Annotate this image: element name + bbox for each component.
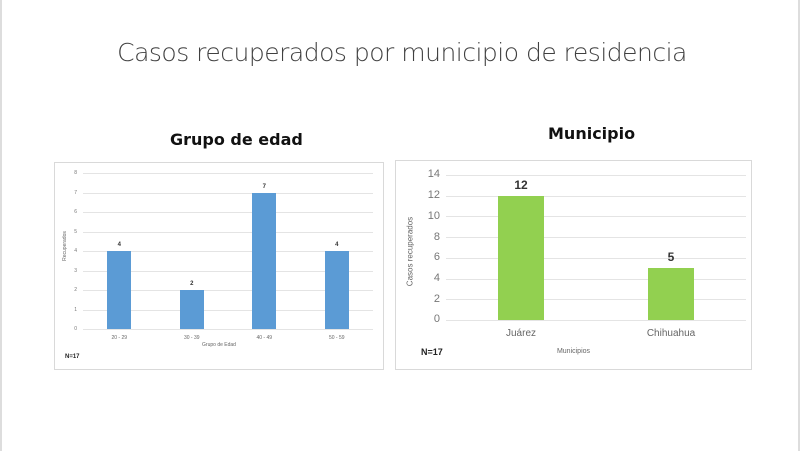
gridline	[83, 231, 373, 233]
gridline	[446, 175, 746, 176]
gridline	[83, 329, 373, 330]
data-label: 4	[335, 242, 339, 248]
y-tick-label: 8	[433, 230, 440, 243]
data-label: 7	[262, 183, 266, 190]
slide-title: Casos recuperados por municipio de resid…	[117, 38, 687, 67]
y-tick-label: 6	[433, 251, 440, 264]
y-tick-label: 2	[433, 292, 440, 305]
age-chart: Recuperados Grupo de Edad N=17 0 1 2 3 4 5 6 7 8…	[54, 162, 384, 370]
x-tick-label: 50 - 59	[328, 335, 345, 341]
gridline	[446, 299, 746, 301]
bar	[498, 195, 544, 320]
y-tick-label: 4	[74, 248, 77, 254]
gridline	[83, 192, 373, 194]
gridline	[83, 251, 373, 252]
gridline	[446, 278, 746, 280]
y-tick-label: 10	[427, 209, 440, 222]
bar	[252, 192, 277, 329]
gridline	[83, 309, 373, 311]
y-tick-label: 6	[74, 209, 77, 215]
y-axis-label: Recuperados	[62, 231, 68, 261]
bar	[179, 290, 204, 329]
y-tick-label: 1	[74, 306, 77, 313]
bar	[324, 251, 349, 329]
y-tick-label: 0	[74, 326, 77, 332]
x-tick-label: 40 - 49	[256, 335, 273, 341]
gridline	[446, 195, 746, 197]
y-tick-label: 4	[433, 271, 440, 284]
bar	[107, 251, 132, 329]
data-label: 4	[117, 242, 121, 248]
y-tick-label: 0	[433, 313, 440, 326]
gridline	[446, 257, 746, 259]
gridline	[83, 173, 373, 174]
x-axis-label: Grupo de Edad	[202, 342, 236, 348]
y-tick-label: 12	[427, 189, 440, 202]
age-chart-title: Grupo de edad	[170, 130, 303, 149]
x-axis-label: Municipios	[556, 348, 591, 355]
gridline	[83, 290, 373, 291]
gridline	[83, 212, 373, 213]
gridline	[446, 216, 746, 218]
y-axis-label: Casos recuperados	[405, 216, 415, 287]
gridline	[446, 237, 746, 239]
sample-size-note: N=17	[421, 347, 443, 357]
data-label: 5	[667, 250, 675, 265]
municipality-chart: Casos recuperados Municipios N=17 0 2 4 6 8 1…	[395, 160, 752, 370]
x-tick-label: Chihuahua	[646, 328, 696, 339]
gridline	[83, 270, 373, 272]
municipality-chart-title: Municipio	[548, 124, 636, 143]
data-label: 12	[514, 177, 528, 192]
x-tick-label: 20 - 29	[111, 335, 128, 341]
y-tick-label: 3	[74, 267, 77, 274]
y-tick-label: 5	[74, 228, 77, 235]
data-label: 2	[190, 281, 194, 287]
y-tick-label: 8	[74, 170, 77, 176]
x-tick-label: Juárez	[505, 328, 536, 339]
sample-size-note: N=17	[65, 354, 80, 360]
y-tick-label: 14	[427, 168, 440, 181]
bar	[648, 268, 694, 320]
y-tick-label: 7	[74, 189, 77, 196]
gridline	[446, 320, 746, 321]
y-tick-label: 2	[74, 287, 77, 293]
x-tick-label: 30 - 39	[183, 335, 200, 341]
